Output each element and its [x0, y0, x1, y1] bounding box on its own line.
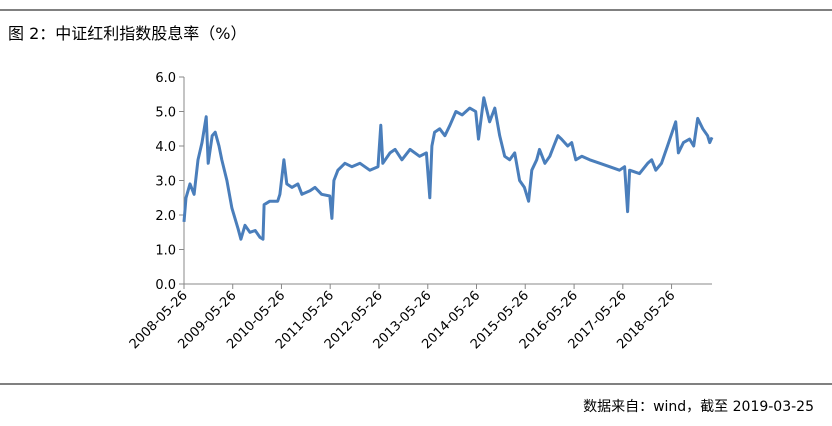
y-tick-label: 0.0 [155, 278, 176, 293]
y-tick-label: 5.0 [155, 106, 176, 121]
y-tick-label: 6.0 [155, 71, 176, 86]
y-tick-label: 2.0 [155, 209, 176, 224]
y-tick-label: 4.0 [155, 140, 176, 155]
y-tick-label: 3.0 [155, 175, 176, 190]
y-tick-label: 1.0 [155, 244, 176, 259]
source-note: 数据来自：wind，截至 2019-03-25 [583, 399, 814, 415]
series-line [182, 96, 714, 241]
chart-title: 图 2：中证红利指数股息率（%） [8, 24, 246, 43]
